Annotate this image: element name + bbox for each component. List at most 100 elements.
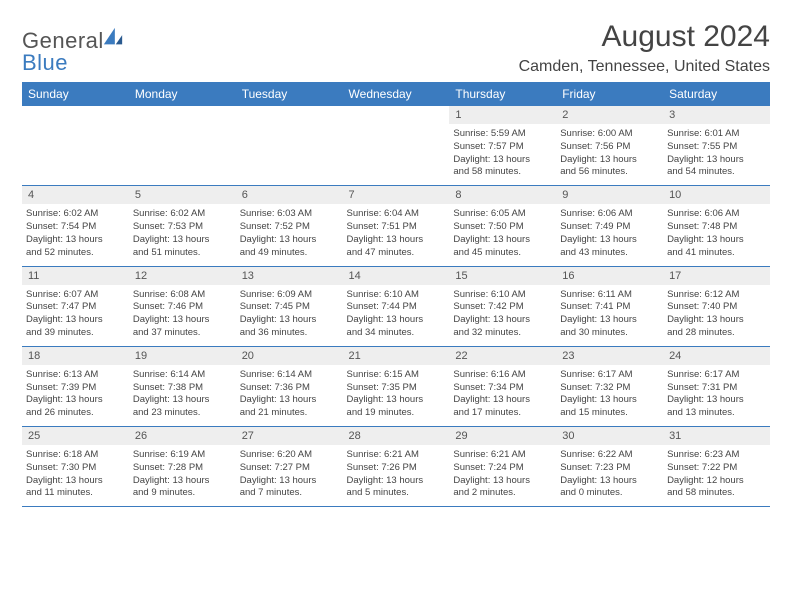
daylight-line1: Daylight: 13 hours — [26, 475, 125, 488]
day-number-cell — [236, 106, 343, 124]
weekday-mon: Monday — [129, 82, 236, 106]
day-content-cell: Sunrise: 6:02 AMSunset: 7:54 PMDaylight:… — [22, 204, 129, 266]
daylight-line1: Daylight: 13 hours — [453, 394, 552, 407]
sunrise-line: Sunrise: 6:02 AM — [26, 208, 125, 221]
cell-content: Sunrise: 6:21 AMSunset: 7:24 PMDaylight:… — [453, 449, 552, 500]
sunrise-line: Sunrise: 5:59 AM — [453, 128, 552, 141]
daylight-line1: Daylight: 13 hours — [560, 234, 659, 247]
day-number-cell: 1 — [449, 106, 556, 124]
daylight-line2: and 47 minutes. — [347, 247, 446, 260]
daylight-line2: and 54 minutes. — [667, 166, 766, 179]
content-row: Sunrise: 6:02 AMSunset: 7:54 PMDaylight:… — [22, 204, 770, 266]
title-block: August 2024 Camden, Tennessee, United St… — [519, 20, 770, 76]
daylight-line1: Daylight: 13 hours — [560, 314, 659, 327]
sunrise-line: Sunrise: 6:02 AM — [133, 208, 232, 221]
logo-text: General Blue — [22, 26, 124, 72]
daylight-line2: and 34 minutes. — [347, 327, 446, 340]
cell-content: Sunrise: 6:00 AMSunset: 7:56 PMDaylight:… — [560, 128, 659, 179]
daylight-line1: Daylight: 13 hours — [667, 394, 766, 407]
cell-content: Sunrise: 6:11 AMSunset: 7:41 PMDaylight:… — [560, 289, 659, 340]
sunrise-line: Sunrise: 6:00 AM — [560, 128, 659, 141]
day-content-cell: Sunrise: 6:14 AMSunset: 7:38 PMDaylight:… — [129, 365, 236, 427]
daylight-line2: and 36 minutes. — [240, 327, 339, 340]
cell-content: Sunrise: 6:01 AMSunset: 7:55 PMDaylight:… — [667, 128, 766, 179]
calendar-table: Sunday Monday Tuesday Wednesday Thursday… — [22, 82, 770, 507]
daylight-line2: and 0 minutes. — [560, 487, 659, 500]
daylight-line2: and 7 minutes. — [240, 487, 339, 500]
sunrise-line: Sunrise: 6:07 AM — [26, 289, 125, 302]
sunset-line: Sunset: 7:49 PM — [560, 221, 659, 234]
cell-content: Sunrise: 6:10 AMSunset: 7:42 PMDaylight:… — [453, 289, 552, 340]
sunrise-line: Sunrise: 6:10 AM — [453, 289, 552, 302]
day-content-cell: Sunrise: 6:01 AMSunset: 7:55 PMDaylight:… — [663, 124, 770, 186]
day-number-cell — [22, 106, 129, 124]
day-content-cell — [343, 124, 450, 186]
day-number-cell: 7 — [343, 186, 450, 205]
day-content-cell: Sunrise: 6:08 AMSunset: 7:46 PMDaylight:… — [129, 285, 236, 347]
day-number-cell: 28 — [343, 427, 450, 446]
daylight-line1: Daylight: 13 hours — [347, 394, 446, 407]
sunrise-line: Sunrise: 6:18 AM — [26, 449, 125, 462]
daylight-line1: Daylight: 13 hours — [240, 314, 339, 327]
logo: General Blue — [22, 26, 124, 72]
sunrise-line: Sunrise: 6:17 AM — [667, 369, 766, 382]
daylight-line2: and 5 minutes. — [347, 487, 446, 500]
daylight-line2: and 43 minutes. — [560, 247, 659, 260]
sunset-line: Sunset: 7:35 PM — [347, 382, 446, 395]
daylight-line1: Daylight: 13 hours — [347, 475, 446, 488]
day-number-cell: 10 — [663, 186, 770, 205]
sunrise-line: Sunrise: 6:08 AM — [133, 289, 232, 302]
sunset-line: Sunset: 7:30 PM — [26, 462, 125, 475]
weekday-fri: Friday — [556, 82, 663, 106]
day-number-cell: 26 — [129, 427, 236, 446]
sunrise-line: Sunrise: 6:05 AM — [453, 208, 552, 221]
daylight-line2: and 28 minutes. — [667, 327, 766, 340]
content-row: Sunrise: 6:07 AMSunset: 7:47 PM Daylight:… — [22, 285, 770, 347]
sunrise-line: Sunrise: 6:01 AM — [667, 128, 766, 141]
day-number-cell: 29 — [449, 427, 556, 446]
weekday-sun: Sunday — [22, 82, 129, 106]
sunset-line: Sunset: 7:53 PM — [133, 221, 232, 234]
sunset-line: Sunset: 7:47 PM — [26, 301, 125, 314]
sunset-line: Sunset: 7:50 PM — [453, 221, 552, 234]
day-content-cell: Sunrise: 6:03 AMSunset: 7:52 PMDaylight:… — [236, 204, 343, 266]
day-content-cell: Sunrise: 6:14 AMSunset: 7:36 PMDaylight:… — [236, 365, 343, 427]
daylight-line1: Daylight: 12 hours — [667, 475, 766, 488]
weekday-thu: Thursday — [449, 82, 556, 106]
daylight-line1: Daylight: 13 hours — [240, 394, 339, 407]
sunset-line: Sunset: 7:26 PM — [347, 462, 446, 475]
sunset-line: Sunset: 7:27 PM — [240, 462, 339, 475]
daylight-line1: Daylight: 13 hours — [347, 314, 446, 327]
sunrise-line: Sunrise: 6:06 AM — [667, 208, 766, 221]
day-number-cell: 24 — [663, 346, 770, 365]
daylight-line2: and 19 minutes. — [347, 407, 446, 420]
cell-content: Sunrise: 6:06 AMSunset: 7:49 PMDaylight:… — [560, 208, 659, 259]
day-content-cell: Sunrise: 6:09 AMSunset: 7:45 PMDaylight:… — [236, 285, 343, 347]
daylight-line1: Daylight: 13 hours — [133, 475, 232, 488]
day-number-cell: 9 — [556, 186, 663, 205]
day-content-cell: Sunrise: 6:02 AMSunset: 7:53 PMDaylight:… — [129, 204, 236, 266]
daylight-line1: Daylight: 13 hours — [240, 234, 339, 247]
daylight-line1: Daylight: 13 hours — [560, 394, 659, 407]
weekday-tue: Tuesday — [236, 82, 343, 106]
cell-content: Sunrise: 6:06 AMSunset: 7:48 PMDaylight:… — [667, 208, 766, 259]
day-number-cell: 3 — [663, 106, 770, 124]
day-number-cell — [343, 106, 450, 124]
sunset-line: Sunset: 7:44 PM — [347, 301, 446, 314]
daylight-line2: and 49 minutes. — [240, 247, 339, 260]
sunrise-line: Sunrise: 6:14 AM — [240, 369, 339, 382]
weekday-wed: Wednesday — [343, 82, 450, 106]
sunrise-line: Sunrise: 6:22 AM — [560, 449, 659, 462]
daylight-line2: and 13 minutes. — [667, 407, 766, 420]
day-content-cell: Sunrise: 6:20 AMSunset: 7:27 PMDaylight:… — [236, 445, 343, 507]
sunrise-line: Sunrise: 6:12 AM — [667, 289, 766, 302]
content-row: Sunrise: 5:59 AMSunset: 7:57 PMDaylight:… — [22, 124, 770, 186]
daylight-line2: and 37 minutes. — [133, 327, 232, 340]
day-number-cell: 12 — [129, 266, 236, 285]
calendar-body: 12 3 Sunrise: 5:59 AMSunset: 7:57 PMDayli… — [22, 106, 770, 507]
day-content-cell: Sunrise: 6:21 AMSunset: 7:24 PMDaylight:… — [449, 445, 556, 507]
day-content-cell: Sunrise: 6:17 AMSunset: 7:32 PMDaylight:… — [556, 365, 663, 427]
daynum-row: 11121314151617 — [22, 266, 770, 285]
daylight-line2: and 41 minutes. — [667, 247, 766, 260]
cell-content: Sunrise: 6:03 AMSunset: 7:52 PMDaylight:… — [240, 208, 339, 259]
